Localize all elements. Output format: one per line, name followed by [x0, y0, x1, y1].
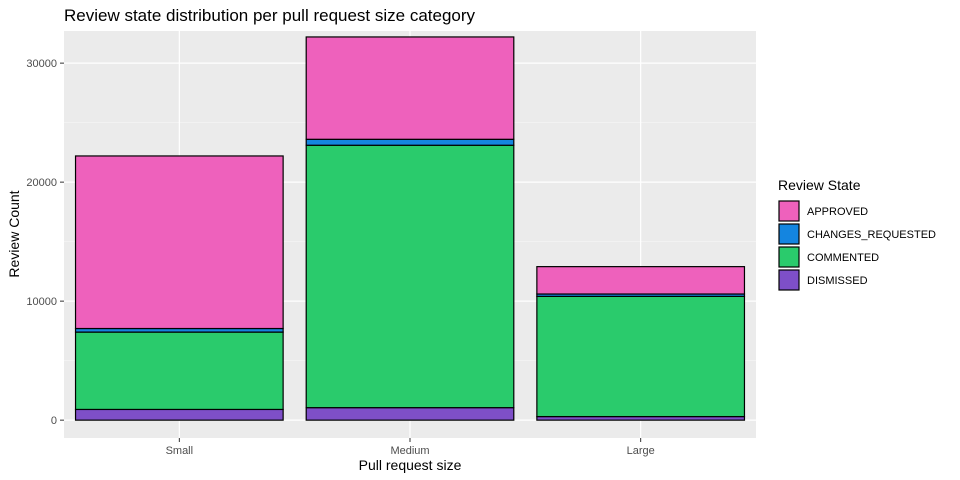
x-axis: Small Medium Large [166, 438, 655, 457]
bar-small-dismissed [74, 408, 284, 421]
legend-swatch-dismissed [778, 269, 800, 291]
bar-large-commented [536, 295, 746, 418]
chart-title: Review state distribution per pull reque… [64, 6, 476, 25]
x-tick-label: Small [166, 445, 194, 457]
bar-large-approved [536, 266, 746, 295]
legend: Review State APPROVED CHANGES_REQUESTED CO… [778, 177, 936, 291]
x-tick-label: Medium [390, 445, 429, 457]
bars-group [74, 36, 746, 421]
y-axis: 0 10000 20000 30000 [26, 58, 64, 427]
bar-medium-changes-requested [305, 138, 515, 146]
y-axis-title: Review Count [6, 190, 22, 277]
legend-label: CHANGES_REQUESTED [807, 229, 936, 241]
bar-medium-approved [305, 36, 515, 140]
legend-swatch-commented [778, 246, 800, 268]
legend-label: APPROVED [807, 206, 868, 218]
y-tick-label: 10000 [26, 296, 57, 308]
legend-swatch-approved [778, 200, 800, 222]
x-tick-label: Large [627, 445, 655, 457]
bar-medium-commented [305, 144, 515, 409]
bar-small-approved [74, 155, 284, 330]
bar-small-commented [74, 331, 284, 411]
legend-label: DISMISSED [807, 275, 868, 287]
y-tick-label: 0 [51, 415, 57, 427]
y-tick-label: 20000 [26, 177, 57, 189]
legend-label: COMMENTED [807, 252, 879, 264]
legend-title: Review State [778, 177, 861, 193]
bar-medium-dismissed [305, 407, 515, 421]
x-axis-title: Pull request size [359, 457, 462, 473]
y-tick-label: 30000 [26, 58, 57, 70]
legend-swatch-changes-requested [778, 223, 800, 245]
